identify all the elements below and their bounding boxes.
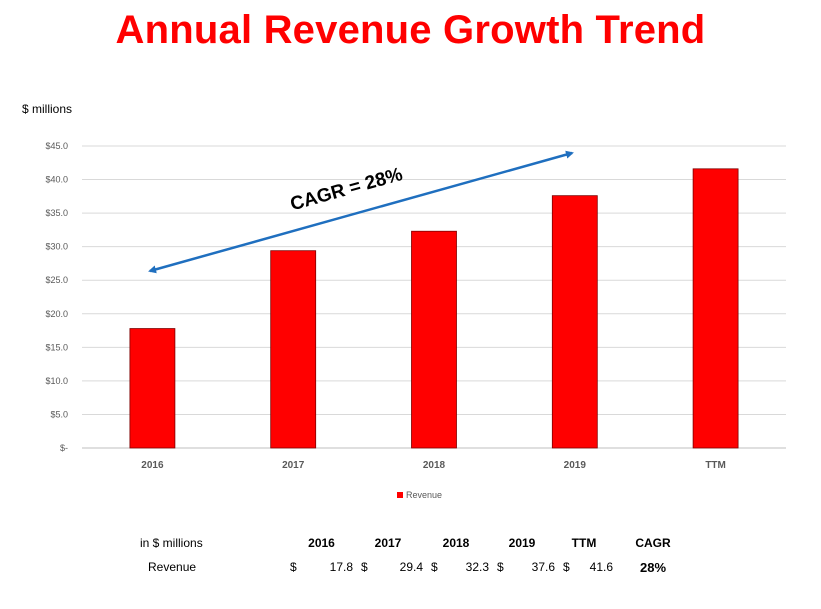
summary-value: 41.6 [589, 560, 613, 574]
page-title: Annual Revenue Growth Trend [115, 8, 706, 52]
summary-value: 17.8 [329, 560, 353, 574]
summary-cell: $ 41.6 [555, 555, 613, 579]
y-tick-label: $20.0 [45, 309, 68, 319]
y-tick-label: $30.0 [45, 242, 68, 252]
currency-symbol: $ [361, 560, 368, 574]
currency-symbol: $ [497, 560, 504, 574]
x-axis-ticks: 2016 2017 2018 2019 TTM [141, 460, 726, 471]
bar-2016 [129, 328, 176, 449]
y-tick-label: $35.0 [45, 208, 68, 218]
cagr-annotation: CAGR = 28% [148, 150, 574, 274]
currency-symbol: $ [431, 560, 438, 574]
y-tick-label: $5.0 [50, 409, 68, 419]
bar-2018 [411, 230, 457, 449]
summary-cell: $ 17.8 [290, 555, 353, 579]
summary-header: CAGR [635, 536, 671, 550]
y-axis-unit-label: $ millions [22, 102, 73, 116]
cagr-annotation-text: CAGR = 28% [288, 164, 405, 215]
bar-series-revenue [129, 168, 739, 449]
summary-header: 2017 [374, 536, 402, 550]
summary-header: 2018 [442, 536, 470, 550]
bar-TTM [692, 168, 739, 449]
summary-cell: $ 37.6 [489, 555, 555, 579]
summary-row-label: Revenue [148, 560, 197, 574]
summary-header: 2016 [308, 536, 335, 550]
summary-cagr-value: 28% [639, 559, 667, 575]
legend-swatch-revenue [397, 492, 403, 498]
currency-symbol: $ [563, 560, 570, 574]
summary-revenue-row: Revenue $ 17.8 $ 29.4 $ 32.3 $ 37.6 $ 41… [140, 555, 693, 579]
chart-legend: Revenue [397, 490, 442, 500]
y-tick-label: $10.0 [45, 376, 68, 386]
x-tick-label: 2019 [564, 460, 587, 471]
y-tick-label: $45.0 [45, 141, 68, 151]
x-tick-label: TTM [705, 460, 726, 471]
cagr-arrow [148, 150, 574, 274]
summary-cell: $ 32.3 [423, 555, 489, 579]
summary-value: 32.3 [465, 560, 489, 574]
legend-label-revenue: Revenue [406, 490, 442, 500]
bar-2017 [270, 250, 317, 449]
x-tick-label: 2016 [141, 460, 164, 471]
x-tick-label: 2018 [423, 460, 446, 471]
currency-symbol: $ [290, 560, 297, 574]
summary-header: 2019 [508, 536, 536, 550]
y-tick-label: $- [60, 443, 68, 453]
summary-unit-label: in $ millions [140, 536, 203, 550]
y-tick-label: $40.0 [45, 175, 68, 185]
summary-value: 29.4 [399, 560, 423, 574]
y-tick-label: $15.0 [45, 342, 68, 352]
summary-cell: $ 29.4 [353, 555, 423, 579]
summary-header: TTM [571, 536, 597, 550]
bar-2019 [551, 195, 598, 449]
x-tick-label: 2017 [282, 460, 305, 471]
y-axis-ticks: $- $5.0 $10.0 $15.0 $20.0 $25.0 $30.0 $35.0 $40.… [45, 141, 68, 453]
summary-value: 37.6 [531, 560, 555, 574]
revenue-summary-table: in $ millions 2016 2017 2018 2019 TTM CA… [140, 531, 693, 579]
revenue-bar-chart: $- $5.0 $10.0 $15.0 $20.0 $25.0 $30.0 $35.0 $40.… [45, 141, 786, 500]
y-tick-label: $25.0 [45, 275, 68, 285]
summary-header-row: in $ millions 2016 2017 2018 2019 TTM CA… [140, 531, 693, 555]
